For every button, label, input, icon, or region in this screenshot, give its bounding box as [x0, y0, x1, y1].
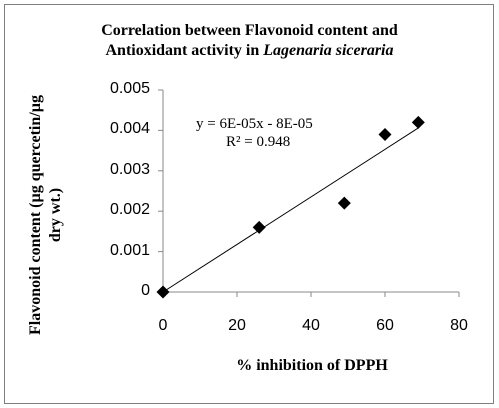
y-tick-label: 0.003	[109, 160, 150, 178]
r-squared-label: R² = 0.948	[226, 134, 291, 150]
data-point	[378, 127, 392, 141]
x-tick-label: 80	[450, 317, 468, 334]
y-axis-label: Flavonoid content (µg quercetin/µg dry wt…	[26, 55, 66, 375]
y-tick-label: 0.002	[109, 201, 150, 219]
data-point	[156, 285, 170, 299]
chart-title-line2: Antioxidant activity in Lagenaria sicera…	[0, 42, 499, 60]
x-tick-label: 60	[376, 317, 394, 334]
y-axis-label-line2: dry wt.)	[47, 187, 64, 243]
y-tick-label: 0.001	[109, 241, 150, 259]
title-prefix: Antioxidant activity in	[105, 42, 264, 59]
chart-frame	[4, 4, 494, 404]
data-point	[252, 220, 266, 234]
y-axis-label-line1: Flavonoid content (µg quercetin/µg	[27, 95, 44, 335]
chart-title-line1: Correlation between Flavonoid content an…	[101, 22, 398, 39]
y-tick-label: 0.005	[109, 80, 150, 97]
y-tick-label: 0	[141, 282, 150, 299]
data-point	[411, 115, 425, 129]
x-tick-label: 0	[158, 317, 168, 334]
title-species: Lagenaria siceraria	[263, 42, 394, 59]
x-tick-label: 20	[228, 317, 246, 334]
trendline	[162, 127, 419, 293]
x-axis-label: % inhibition of DPPH	[236, 357, 388, 374]
x-tick-label: 40	[302, 317, 320, 334]
data-point	[337, 196, 351, 210]
y-tick-label: 0.004	[109, 120, 150, 138]
trendline-equation: y = 6E-05x - 8E-05	[196, 116, 313, 132]
